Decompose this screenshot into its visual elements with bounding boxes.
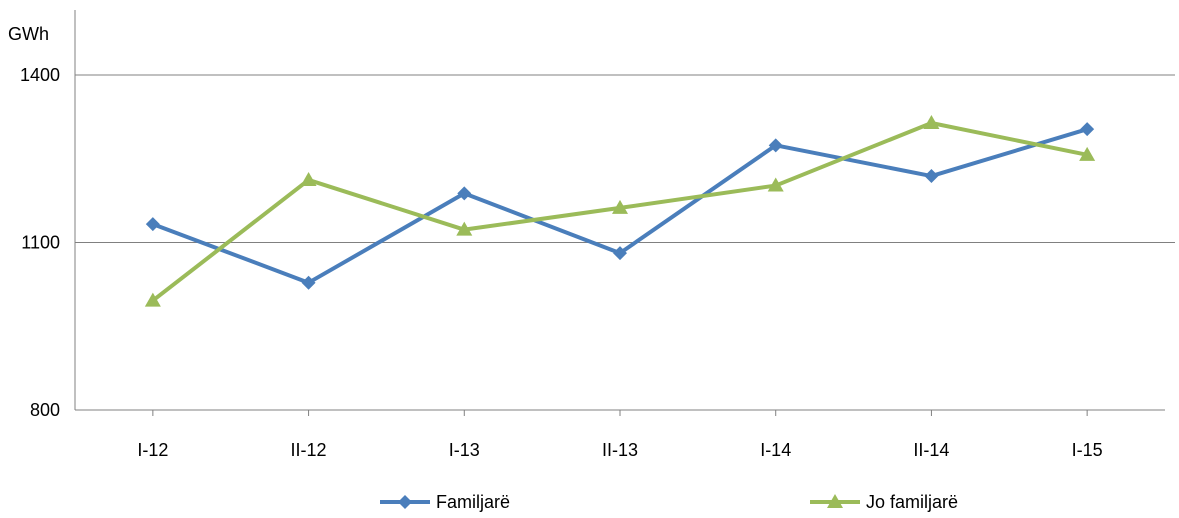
legend-item: Jo familjarë xyxy=(810,492,958,512)
x-tick-label: I-14 xyxy=(760,440,791,460)
data-point-triangle xyxy=(767,177,784,192)
series-familjare xyxy=(145,122,1095,290)
y-tick-label: 800 xyxy=(30,400,60,420)
x-tick-label: I-12 xyxy=(137,440,168,460)
data-point-diamond xyxy=(613,246,627,261)
data-point-diamond xyxy=(768,138,783,153)
data-point-triangle xyxy=(144,292,161,307)
data-point-diamond xyxy=(924,169,939,184)
series-jo-familjare xyxy=(144,115,1096,307)
y-tick-labels: 800 1100 1400 xyxy=(20,65,60,420)
legend-marker-diamond xyxy=(398,495,412,509)
data-point-triangle xyxy=(612,199,628,214)
x-tick-label: II-13 xyxy=(602,440,638,460)
grid-lines xyxy=(75,74,1175,243)
data-point-triangle xyxy=(456,221,473,236)
data-point-diamond xyxy=(301,275,316,290)
legend-marker-triangle xyxy=(827,494,843,508)
data-point-diamond xyxy=(1080,122,1095,137)
legend-label: Familjarë xyxy=(436,492,510,512)
x-tick-label: I-15 xyxy=(1072,440,1103,460)
data-point-triangle xyxy=(300,171,317,186)
data-point-diamond xyxy=(457,186,472,201)
legend-label: Jo familjarë xyxy=(866,492,958,512)
y-tick-label: 1100 xyxy=(21,233,60,253)
y-axis-unit-label: GWh xyxy=(8,24,49,44)
legend: Familjarë Jo familjarë xyxy=(380,492,958,512)
x-tick-labels: I-12 II-12 I-13 II-13 I-14 II-14 I-15 xyxy=(137,410,1103,460)
y-tick-label: 1400 xyxy=(20,65,60,85)
x-tick-label: II-14 xyxy=(913,440,949,460)
data-point-triangle xyxy=(923,115,940,130)
x-tick-label: I-13 xyxy=(449,440,480,460)
data-point-triangle xyxy=(1079,146,1096,161)
series-group xyxy=(144,115,1096,307)
data-point-diamond xyxy=(145,217,160,232)
legend-item: Familjarë xyxy=(380,492,510,512)
x-tick-label: II-12 xyxy=(291,440,327,460)
